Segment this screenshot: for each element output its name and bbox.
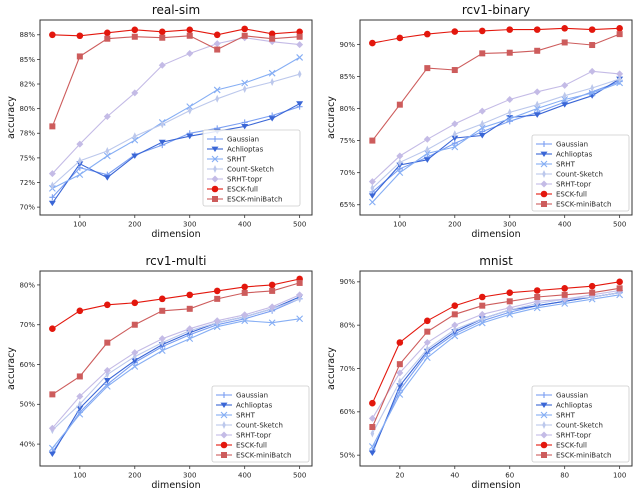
- svg-text:Achlioptas: Achlioptas: [556, 401, 593, 409]
- svg-text:100: 100: [393, 221, 406, 229]
- svg-text:Count-Sketch: Count-Sketch: [236, 421, 283, 429]
- x-axis-label: dimension: [471, 229, 521, 240]
- svg-text:Achlioptas: Achlioptas: [556, 150, 593, 158]
- svg-text:Count-Sketch: Count-Sketch: [556, 170, 603, 178]
- svg-text:70%: 70%: [19, 204, 35, 212]
- subplot-real-sim: real-sim accuracy dimension 100 200 300 400…: [0, 0, 320, 251]
- svg-text:300: 300: [503, 221, 516, 229]
- svg-text:200: 200: [128, 472, 141, 480]
- svg-text:SRHT-topr: SRHT-topr: [236, 431, 271, 439]
- x-axis-label: dimension: [151, 229, 201, 240]
- chart-canvas-real-sim: 100 200 300 400 500 70% 72% 75% 78% 80% 82% 85% 88% G…: [19, 19, 313, 229]
- svg-text:400: 400: [238, 221, 251, 229]
- svg-text:60%: 60%: [339, 408, 355, 416]
- svg-text:ESCK-miniBatch: ESCK-miniBatch: [227, 195, 282, 203]
- svg-text:40%: 40%: [19, 441, 35, 449]
- svg-text:ESCK-full: ESCK-full: [236, 441, 267, 449]
- svg-text:80%: 80%: [19, 281, 35, 289]
- svg-text:88%: 88%: [19, 31, 35, 39]
- svg-text:ESCK-full: ESCK-full: [556, 190, 587, 198]
- svg-text:80%: 80%: [339, 322, 355, 330]
- svg-text:75%: 75%: [339, 137, 355, 145]
- svg-text:Achlioptas: Achlioptas: [236, 401, 273, 409]
- svg-text:ESCK-miniBatch: ESCK-miniBatch: [236, 451, 291, 459]
- svg-text:80%: 80%: [339, 105, 355, 113]
- svg-text:90%: 90%: [339, 41, 355, 49]
- chart-canvas-mnist: 20 40 60 80 100 50% 60% 70% 80% 90% Gaussian Achlio…: [339, 270, 633, 480]
- svg-text:ESCK-miniBatch: ESCK-miniBatch: [556, 451, 611, 459]
- svg-text:70%: 70%: [19, 321, 35, 329]
- chart-title-rcv1-multi: rcv1-multi: [145, 254, 207, 268]
- svg-text:200: 200: [448, 221, 461, 229]
- svg-text:65%: 65%: [339, 201, 355, 209]
- svg-text:Achlioptas: Achlioptas: [227, 145, 264, 153]
- svg-text:Gaussian: Gaussian: [556, 140, 588, 148]
- svg-text:90%: 90%: [339, 278, 355, 286]
- svg-text:82%: 82%: [19, 80, 35, 88]
- svg-text:85%: 85%: [339, 73, 355, 81]
- svg-text:ESCK-full: ESCK-full: [227, 185, 258, 193]
- svg-text:75%: 75%: [19, 154, 35, 162]
- svg-text:200: 200: [128, 221, 141, 229]
- subplot-mnist: mnist accuracy dimension 20 40 60 80 100 50% 6…: [320, 251, 640, 503]
- chart-canvas-rcv1-binary: 100 200 300 400 500 65% 70% 75% 80% 85% 90% Gaussia…: [339, 19, 633, 229]
- svg-text:100: 100: [613, 472, 626, 480]
- svg-text:Gaussian: Gaussian: [227, 135, 259, 143]
- chart-title-rcv1-binary: rcv1-binary: [461, 3, 531, 17]
- svg-text:SRHT-topr: SRHT-topr: [227, 175, 262, 183]
- svg-text:85%: 85%: [19, 56, 35, 64]
- svg-text:SRHT: SRHT: [556, 160, 576, 168]
- svg-text:300: 300: [183, 472, 196, 480]
- svg-text:70%: 70%: [339, 365, 355, 373]
- svg-text:Count-Sketch: Count-Sketch: [556, 421, 603, 429]
- chart-canvas-rcv1-multi: 100 200 300 400 500 40% 50% 60% 70% 80% Gaussian Ac…: [19, 270, 313, 480]
- svg-text:100: 100: [73, 472, 86, 480]
- svg-text:40: 40: [450, 472, 459, 480]
- svg-text:Gaussian: Gaussian: [236, 391, 268, 399]
- svg-text:80%: 80%: [19, 105, 35, 113]
- svg-text:50%: 50%: [19, 401, 35, 409]
- svg-text:100: 100: [73, 221, 86, 229]
- chart-title-mnist: mnist: [479, 254, 513, 268]
- svg-text:SRHT-topr: SRHT-topr: [556, 180, 591, 188]
- svg-text:SRHT: SRHT: [236, 411, 256, 419]
- svg-text:70%: 70%: [339, 169, 355, 177]
- subplot-rcv1-binary: rcv1-binary accuracy dimension 100 200 300…: [320, 0, 640, 251]
- svg-text:60%: 60%: [19, 361, 35, 369]
- svg-text:80: 80: [560, 472, 569, 480]
- x-axis-label: dimension: [151, 480, 201, 491]
- svg-text:72%: 72%: [19, 179, 35, 187]
- svg-text:400: 400: [558, 221, 571, 229]
- svg-text:78%: 78%: [19, 130, 35, 138]
- svg-text:500: 500: [293, 472, 306, 480]
- svg-text:SRHT-topr: SRHT-topr: [556, 431, 591, 439]
- svg-text:ESCK-miniBatch: ESCK-miniBatch: [556, 200, 611, 208]
- svg-text:50%: 50%: [339, 452, 355, 460]
- svg-text:SRHT: SRHT: [227, 155, 247, 163]
- svg-text:500: 500: [613, 221, 626, 229]
- svg-text:Gaussian: Gaussian: [556, 391, 588, 399]
- svg-text:60: 60: [505, 472, 514, 480]
- x-axis-label: dimension: [471, 480, 521, 491]
- subplot-rcv1-multi: rcv1-multi accuracy dimension 100 200 300 4…: [0, 251, 320, 503]
- svg-text:20: 20: [395, 472, 404, 480]
- svg-text:500: 500: [293, 221, 306, 229]
- svg-text:ESCK-full: ESCK-full: [556, 441, 587, 449]
- svg-text:400: 400: [238, 472, 251, 480]
- svg-text:300: 300: [183, 221, 196, 229]
- chart-title-real-sim: real-sim: [151, 3, 201, 17]
- svg-text:SRHT: SRHT: [556, 411, 576, 419]
- svg-text:Count-Sketch: Count-Sketch: [227, 165, 274, 173]
